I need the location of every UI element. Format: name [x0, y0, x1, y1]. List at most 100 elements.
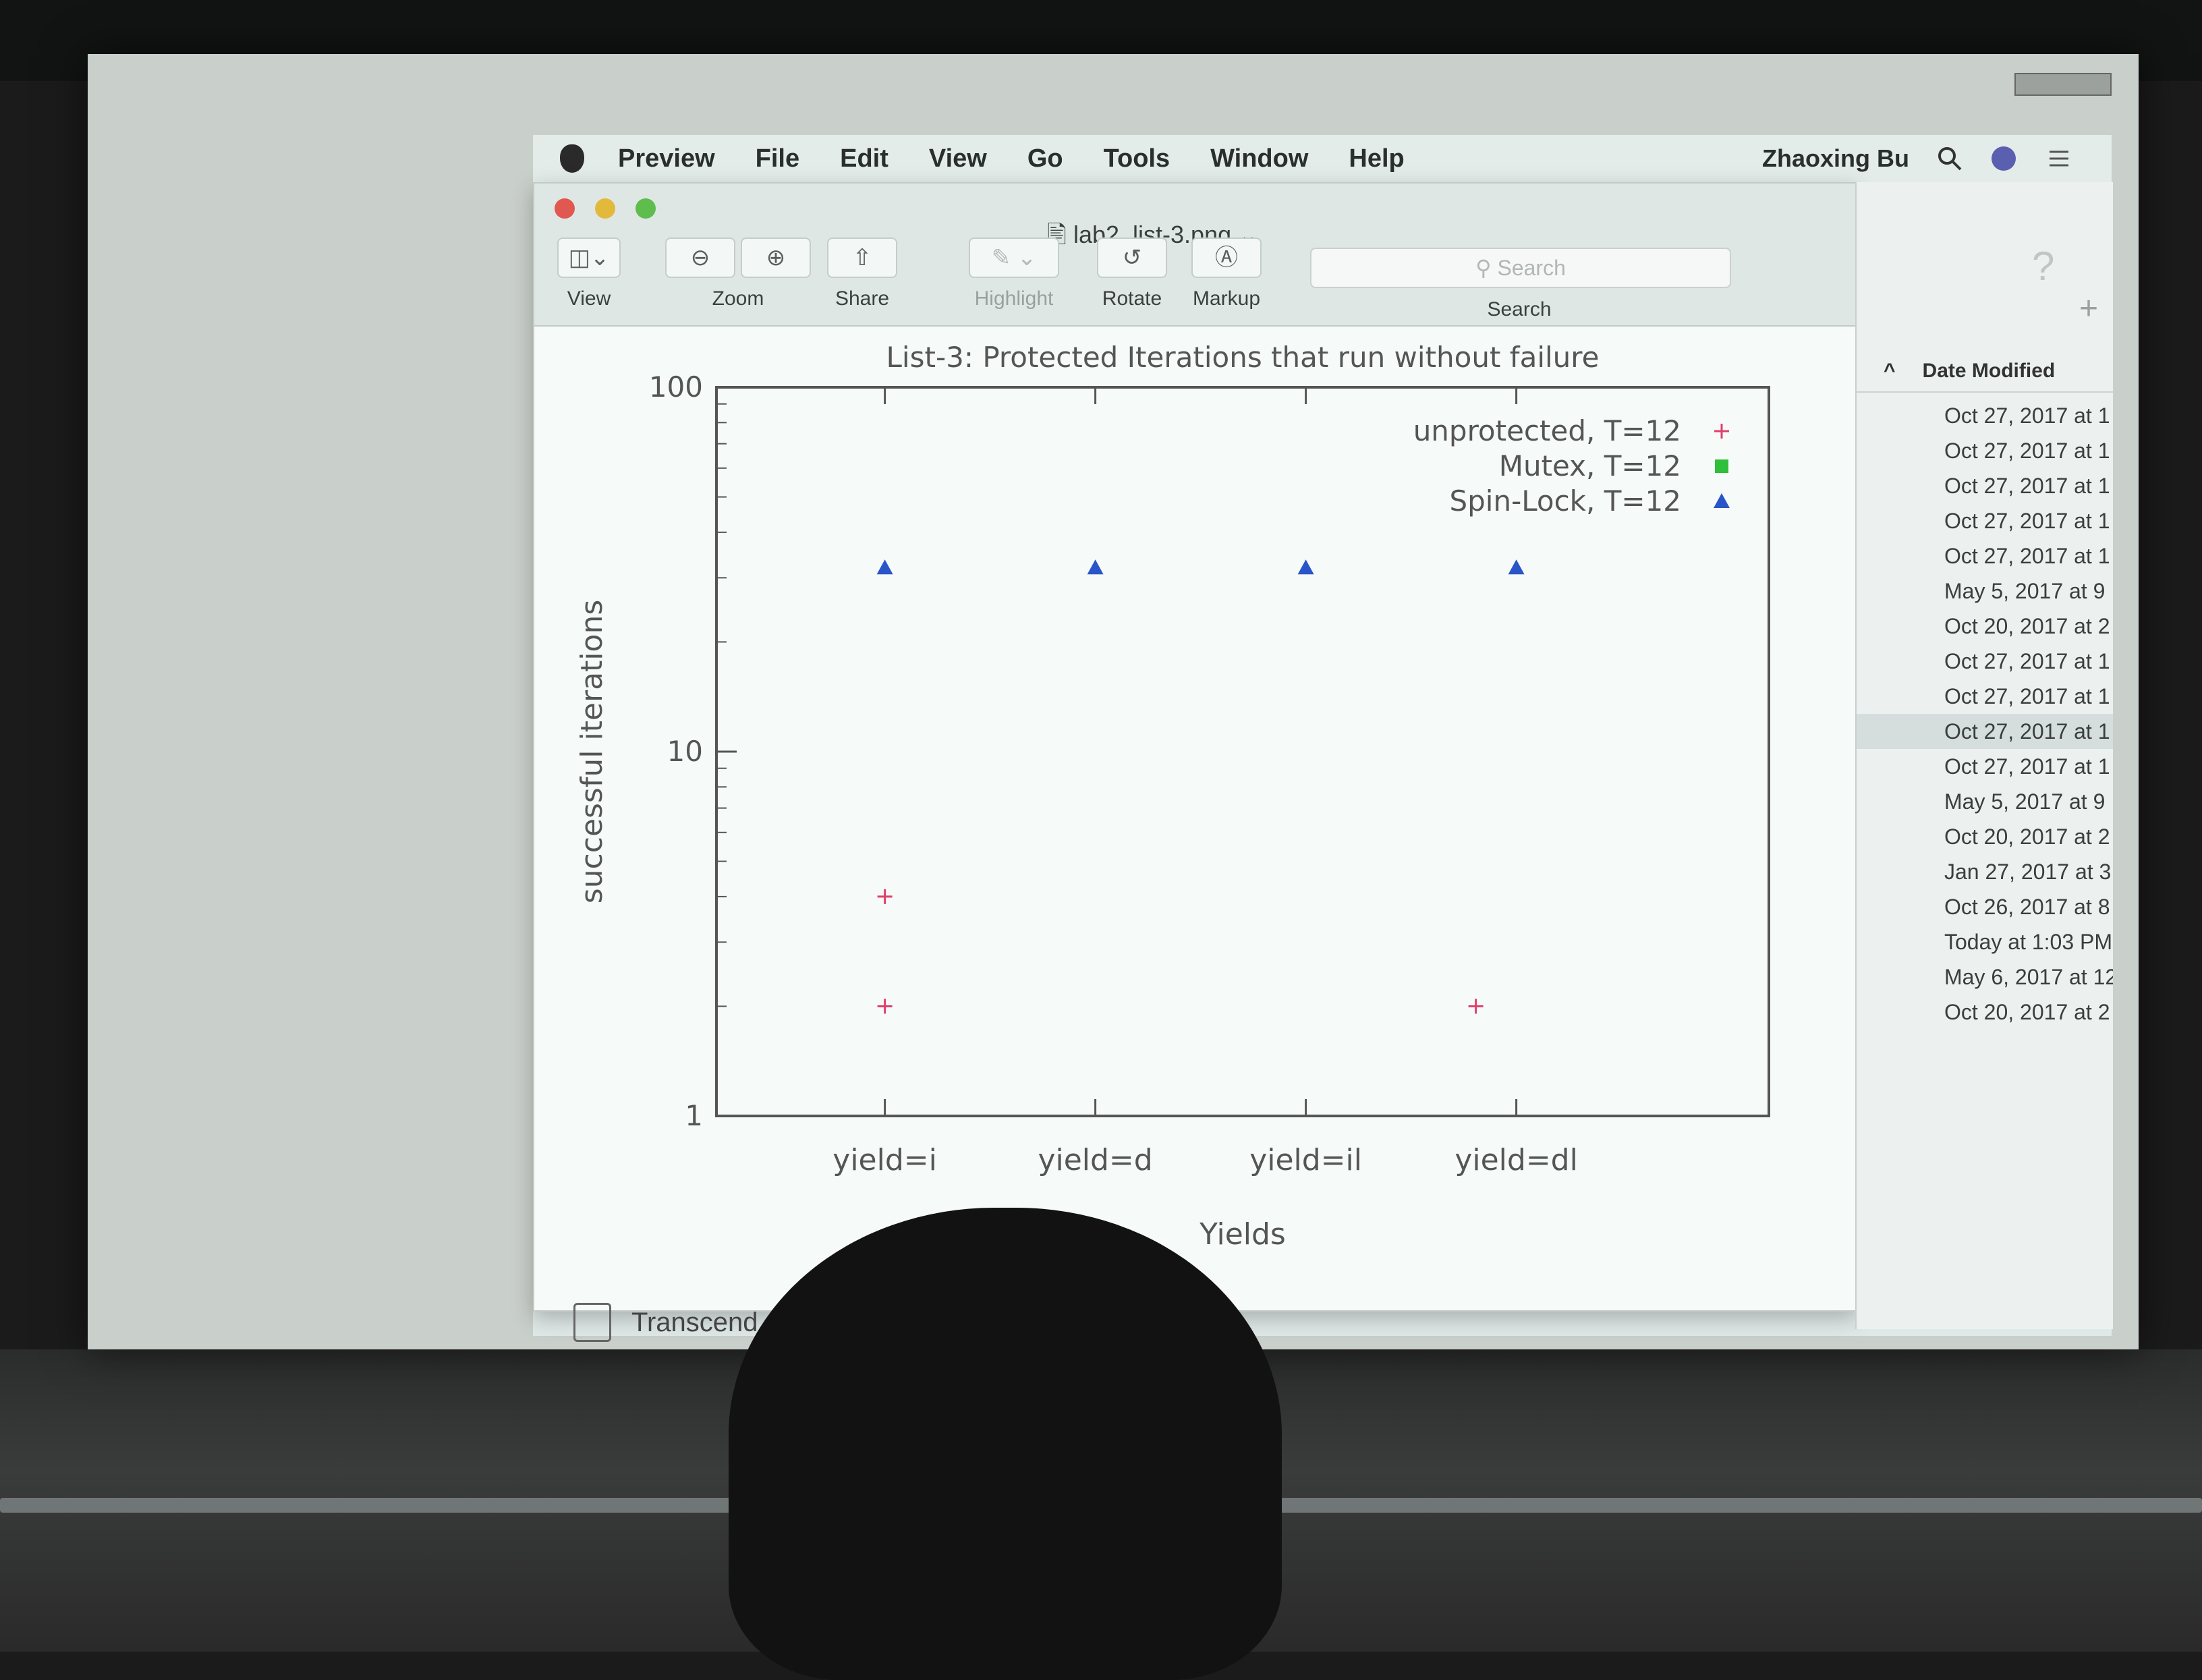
file-row[interactable]: Oct 27, 2017 at 1 — [1944, 474, 2110, 498]
date-modified-list: Oct 27, 2017 at 1 Oct 27, 2017 at 1 Oct 27… — [1857, 398, 2113, 1030]
x-tick-label: yield=i — [832, 1143, 937, 1177]
legend-entry-label: Spin-Lock, T=12 — [1449, 484, 1681, 517]
add-tab-icon[interactable]: + — [2079, 291, 2099, 327]
external-drive-icon — [573, 1303, 611, 1342]
share-icon: ⇧ — [852, 245, 872, 271]
zoom-label: Zoom — [712, 287, 764, 310]
chart: List-3: Protected Iterations that run wi… — [575, 341, 1770, 1252]
share-group: ⇧ Share — [824, 237, 900, 310]
menu-view[interactable]: View — [928, 144, 987, 173]
file-row[interactable]: Oct 20, 2017 at 2 — [1944, 614, 2110, 638]
file-row[interactable]: Jan 27, 2017 at 3 — [1944, 860, 2112, 884]
menu-tools[interactable]: Tools — [1103, 144, 1170, 173]
y-axis-label: successful iterations — [575, 600, 609, 904]
projection-screen: Preview File Edit View Go Tools Window H… — [88, 54, 2139, 1349]
legend-marker — [1715, 459, 1728, 473]
zoom-window-button[interactable] — [636, 198, 656, 219]
rotate-group: ↺ Rotate — [1094, 237, 1170, 310]
menu-window[interactable]: Window — [1210, 144, 1309, 173]
data-point — [1468, 999, 1484, 1014]
file-row[interactable]: Oct 26, 2017 at 8 — [1944, 895, 2110, 919]
date-modified-column-header[interactable]: ^ Date Modified — [1857, 351, 2113, 393]
y-tick-label: 100 — [649, 370, 703, 403]
file-row[interactable]: Oct 27, 2017 at 1 — [1944, 403, 2110, 428]
projector-logo — [2014, 73, 2112, 96]
legend-marker — [1714, 424, 1729, 439]
device-name: Transcend — [631, 1307, 758, 1337]
x-tick-label: yield=dl — [1455, 1143, 1578, 1177]
rotate-label: Rotate — [1102, 287, 1162, 310]
minimize-window-button[interactable] — [595, 198, 615, 219]
spotlight-search-icon[interactable] — [1936, 145, 1963, 172]
markup-button[interactable]: Ⓐ — [1191, 237, 1262, 278]
sidebar-icon: ◫⌄ — [568, 245, 610, 271]
file-row[interactable]: May 6, 2017 at 12 — [1944, 965, 2113, 989]
file-row[interactable]: Oct 27, 2017 at 1 — [1944, 754, 2110, 779]
rotate-icon: ↺ — [1122, 245, 1142, 271]
help-icon[interactable]: ? — [2032, 244, 2055, 289]
menu-file[interactable]: File — [755, 144, 800, 173]
legend-marker — [1714, 493, 1730, 508]
preview-window: 🖹 lab2_list-3.png ⌄ ◫⌄ View ⊖ ⊕ Zoom ⇧ Sh… — [533, 182, 1858, 1312]
file-row[interactable]: Oct 27, 2017 at 1 — [1944, 439, 2110, 463]
menu-bar-extras: Zhaoxing Bu — [1762, 144, 2071, 173]
menu-help[interactable]: Help — [1349, 144, 1405, 173]
finder-window: ? + ^ Date Modified Oct 27, 2017 at 1 Oct … — [1855, 182, 2113, 1329]
file-row[interactable]: May 5, 2017 at 9 — [1944, 579, 2106, 603]
share-label: Share — [835, 287, 890, 310]
window-toolbar: 🖹 lab2_list-3.png ⌄ ◫⌄ View ⊖ ⊕ Zoom ⇧ Sh… — [534, 184, 1857, 327]
data-point — [1508, 559, 1525, 575]
legend-entry-label: unprotected, T=12 — [1413, 414, 1681, 447]
y-tick-label: 1 — [685, 1099, 703, 1132]
legend-entry-label: Mutex, T=12 — [1499, 449, 1681, 482]
apple-icon[interactable] — [560, 144, 584, 173]
menu-edit[interactable]: Edit — [840, 144, 888, 173]
zoom-out-icon: ⊖ — [690, 245, 710, 271]
sidebar-device-transcend[interactable]: Transcend ⏏ — [533, 1303, 938, 1342]
file-row[interactable]: Oct 20, 2017 at 2 — [1944, 824, 2110, 849]
zoom-in-button[interactable]: ⊕ — [741, 237, 811, 278]
close-window-button[interactable] — [555, 198, 575, 219]
share-button[interactable]: ⇧ — [827, 237, 897, 278]
highlight-label: Highlight — [974, 287, 1054, 310]
file-row[interactable]: Oct 27, 2017 at 1 — [1857, 714, 2113, 749]
markup-group: Ⓐ Markup — [1189, 237, 1264, 310]
highlight-button[interactable]: ✎ ⌄ — [969, 237, 1059, 278]
user-name[interactable]: Zhaoxing Bu — [1762, 144, 1909, 172]
data-point — [1087, 559, 1104, 575]
x-tick-label: yield=d — [1038, 1143, 1152, 1177]
menu-go[interactable]: Go — [1027, 144, 1063, 173]
data-point — [876, 559, 893, 575]
zoom-group: ⊖ ⊕ Zoom — [662, 237, 814, 310]
search-input[interactable]: ⚲ Search — [1310, 248, 1731, 288]
rotate-button[interactable]: ↺ — [1097, 237, 1167, 278]
notification-center-icon[interactable] — [2044, 145, 2071, 172]
file-row[interactable]: Oct 27, 2017 at 1 — [1944, 509, 2110, 533]
axis-ticks: 1 10 100 yield=i yield=d yield=il yield=dl — [649, 370, 1578, 1177]
file-row[interactable]: Today at 1:03 PM — [1944, 930, 2113, 954]
audience-head-silhouette — [729, 1208, 1282, 1680]
file-row[interactable]: Oct 27, 2017 at 1 — [1944, 649, 2110, 673]
highlight-group: ✎ ⌄ Highlight — [966, 237, 1062, 310]
file-row[interactable]: Oct 27, 2017 at 1 — [1944, 544, 2110, 568]
menu-app-name[interactable]: Preview — [618, 144, 715, 173]
sidebar-toggle-button[interactable]: ◫⌄ — [557, 237, 621, 278]
markup-icon: Ⓐ — [1215, 245, 1238, 271]
file-row[interactable]: Oct 20, 2017 at 2 — [1944, 1000, 2110, 1024]
search-placeholder: Search — [1497, 256, 1566, 280]
zoom-out-button[interactable]: ⊖ — [665, 237, 735, 278]
view-label: View — [567, 287, 611, 310]
sort-caret-icon: ^ — [1884, 360, 1896, 382]
file-row[interactable]: May 5, 2017 at 9 — [1944, 789, 2106, 814]
data-point — [877, 889, 893, 904]
view-group: ◫⌄ View — [555, 237, 623, 310]
data-point — [1297, 559, 1314, 575]
file-row[interactable]: Oct 27, 2017 at 1 — [1944, 684, 2110, 708]
document-canvas: List-3: Protected Iterations that run wi… — [534, 327, 1857, 1310]
data-points — [876, 559, 1525, 1014]
siri-icon[interactable] — [1990, 145, 2017, 172]
x-axis-label: Yields — [1199, 1217, 1286, 1252]
column-header-label: Date Modified — [1922, 360, 2056, 382]
pen-icon: ✎ ⌄ — [991, 245, 1037, 271]
